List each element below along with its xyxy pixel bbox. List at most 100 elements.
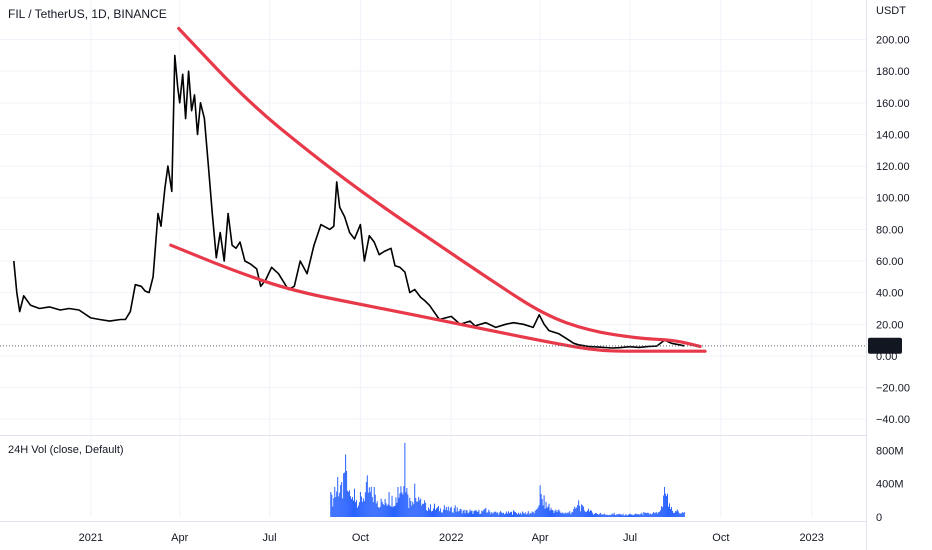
- volume-bar: [646, 513, 648, 517]
- volume-bar: [647, 512, 649, 517]
- volume-bar: [576, 507, 578, 517]
- volume-bar: [345, 454, 347, 517]
- volume-bar: [386, 505, 388, 517]
- volume-bar: [564, 513, 566, 517]
- volume-bar: [517, 512, 519, 517]
- volume-bar: [338, 496, 340, 517]
- volume-bar: [618, 513, 620, 517]
- volume-bar: [611, 513, 613, 517]
- volume-bar: [518, 514, 520, 517]
- volume-bar: [463, 509, 465, 517]
- time-tick-label: 2023: [799, 532, 823, 544]
- volume-bar: [512, 510, 514, 517]
- volume-bar: [346, 470, 348, 517]
- volume-bar: [422, 503, 424, 517]
- price-tick-label: 140.00: [876, 129, 910, 141]
- volume-bar: [403, 486, 405, 517]
- volume-bar: [608, 514, 610, 517]
- volume-bar: [352, 497, 354, 517]
- volume-bar: [365, 482, 367, 517]
- volume-bar: [621, 515, 623, 517]
- volume-bar: [617, 514, 619, 517]
- volume-bar: [416, 501, 418, 517]
- volume-bar: [380, 498, 382, 517]
- volume-bar: [636, 514, 638, 517]
- volume-bar: [602, 514, 604, 517]
- volume-bar: [336, 491, 338, 517]
- volume-bar: [539, 485, 541, 517]
- volume-bar: [413, 504, 415, 517]
- volume-bar: [432, 510, 434, 517]
- volume-bar: [344, 472, 346, 517]
- volume-bar: [586, 511, 588, 517]
- volume-bar: [648, 513, 650, 517]
- volume-bar: [541, 498, 543, 517]
- volume-bar: [389, 505, 391, 517]
- volume-bar: [528, 514, 530, 517]
- volume-bar: [524, 512, 526, 517]
- volume-bar: [431, 511, 433, 517]
- volume-bar: [683, 512, 685, 517]
- volume-bar: [482, 511, 484, 517]
- volume-bar: [640, 513, 642, 517]
- volume-bar: [671, 510, 673, 517]
- volume-bar: [637, 514, 639, 517]
- volume-tick-label: 400M: [876, 479, 904, 491]
- volume-bar: [544, 508, 546, 517]
- volume-bar: [523, 513, 525, 517]
- volume-bar: [370, 486, 372, 517]
- volume-bar: [397, 487, 399, 517]
- volume-bar: [634, 514, 636, 517]
- volume-bar: [401, 492, 403, 517]
- volume-bar: [455, 511, 457, 517]
- volume-bar: [567, 512, 569, 517]
- currency-label: USDT: [876, 5, 906, 17]
- volume-bar: [461, 513, 463, 517]
- volume-bar: [677, 511, 679, 517]
- volume-bar: [430, 504, 432, 517]
- volume-bar: [610, 514, 612, 517]
- volume-bar: [452, 512, 454, 517]
- volume-bar: [503, 512, 505, 517]
- volume-bar: [484, 509, 486, 517]
- price-axis[interactable]: 200.00 180.00 160.00 140.00 120.00 100.00 80.0…: [876, 35, 910, 427]
- volume-bar: [676, 509, 678, 517]
- volume-bar: [372, 502, 374, 517]
- volume-bar: [489, 511, 491, 517]
- volume-bar: [628, 514, 630, 517]
- volume-bar: [585, 512, 587, 517]
- volume-bar: [543, 495, 545, 517]
- volume-bar: [516, 514, 518, 517]
- volume-bar: [590, 510, 592, 517]
- volume-bar: [666, 495, 668, 517]
- volume-bar: [548, 503, 550, 517]
- volume-bar: [356, 507, 358, 517]
- volume-bar: [432, 508, 434, 517]
- volume-axis[interactable]: 0 400M 800M: [876, 445, 904, 524]
- volume-bar: [668, 506, 670, 517]
- volume-bar: [545, 501, 547, 517]
- volume-bar: [622, 513, 624, 517]
- volume-bar: [655, 512, 657, 517]
- volume-bar: [427, 511, 429, 517]
- volume-bar: [394, 505, 396, 517]
- volume-bar: [631, 514, 633, 517]
- time-axis[interactable]: 2021 Apr Jul Oct 2022 Apr Jul Oct 2023: [79, 532, 824, 544]
- volume-bar: [358, 502, 360, 517]
- volume-bar: [440, 512, 442, 517]
- volume-bar: [645, 512, 647, 517]
- volume-bar: [453, 508, 455, 517]
- volume-bar: [601, 514, 603, 517]
- volume-bar: [390, 506, 392, 517]
- volume-bar: [552, 510, 554, 517]
- volume-bar: [351, 499, 353, 517]
- volume-bar: [580, 511, 582, 517]
- volume-bar: [462, 510, 464, 517]
- volume-bar: [521, 511, 523, 517]
- volume-bar: [441, 512, 443, 517]
- volume-bar: [399, 493, 401, 517]
- time-tick-label: Oct: [712, 532, 729, 544]
- volume-bar: [577, 505, 579, 517]
